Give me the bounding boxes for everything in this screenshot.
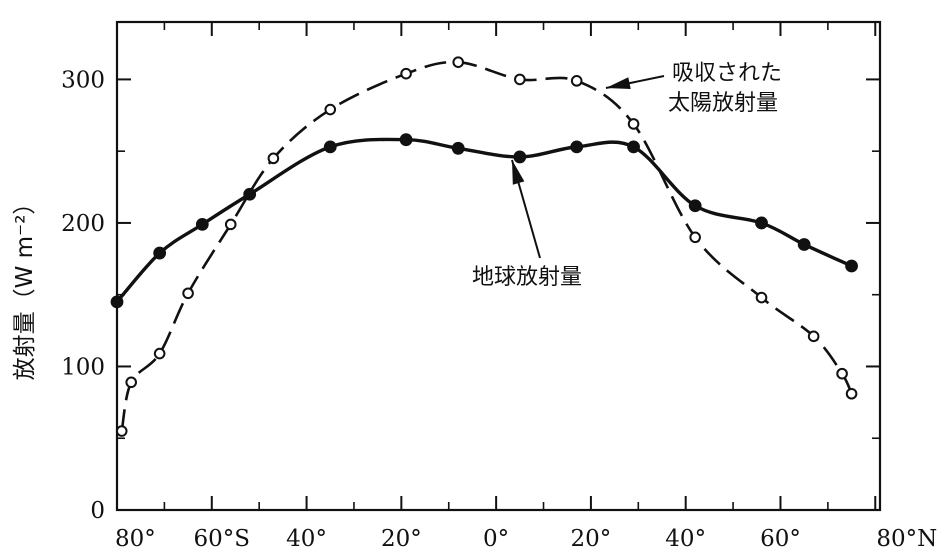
annotation-solar-arrow-head bbox=[606, 77, 631, 90]
data-point-series-0 bbox=[182, 287, 194, 300]
x-tick-label: 20° bbox=[381, 526, 422, 552]
data-point-series-0 bbox=[153, 347, 166, 360]
data-point-series-1 bbox=[845, 259, 858, 273]
data-point-series-1 bbox=[755, 216, 768, 230]
x-tick-label: 0° bbox=[483, 526, 509, 552]
plot-frame bbox=[115, 20, 882, 512]
x-tick-label: 20° bbox=[571, 526, 612, 552]
x-tick-label: 60°S bbox=[194, 526, 251, 552]
data-point-series-0 bbox=[267, 152, 280, 165]
data-point-series-0 bbox=[324, 103, 337, 116]
y-tick-label: 100 bbox=[61, 354, 105, 380]
data-point-series-1 bbox=[451, 141, 465, 155]
data-point-series-1 bbox=[797, 238, 811, 251]
annotation-solar-line-2: 太陽放射量 bbox=[668, 91, 778, 116]
data-point-series-0 bbox=[115, 425, 128, 437]
data-point-series-0 bbox=[627, 118, 640, 130]
data-point-series-0 bbox=[836, 367, 848, 380]
x-tick-label: 40° bbox=[286, 526, 327, 552]
data-point-series-0 bbox=[570, 75, 583, 87]
data-point-series-0 bbox=[125, 376, 138, 389]
data-point-series-1 bbox=[570, 140, 584, 154]
annotation-solar-line-1: 吸収された bbox=[672, 61, 782, 86]
data-point-series-1 bbox=[153, 246, 167, 260]
data-point-series-0 bbox=[400, 67, 412, 80]
y-axis-title: 放射量（W m⁻²） bbox=[12, 192, 38, 381]
data-point-series-1 bbox=[243, 187, 257, 201]
data-point-series-1 bbox=[513, 150, 527, 164]
data-point-series-1 bbox=[399, 133, 413, 147]
data-point-series-0 bbox=[845, 387, 858, 400]
data-point-series-1 bbox=[323, 140, 337, 154]
data-point-series-0 bbox=[452, 56, 465, 68]
x-tick-label: 80°N bbox=[876, 526, 937, 552]
data-point-series-0 bbox=[224, 218, 237, 231]
axes: 0 100 200 300 80° 60°S 40° 20° 0° 20° 40° 60° 80°N 放射… bbox=[12, 20, 937, 552]
data-point-series-0 bbox=[514, 73, 526, 86]
series-line-0 bbox=[120, 60, 853, 432]
data-point-series-0 bbox=[807, 330, 820, 343]
annotation-terrestrial-arrow-head bbox=[512, 160, 525, 185]
x-tick-label: 60° bbox=[760, 526, 801, 552]
data-point-series-1 bbox=[688, 199, 702, 213]
series-layer bbox=[110, 56, 858, 437]
annotation-terrestrial: 地球放射量 bbox=[472, 265, 582, 290]
x-tick-label: 40° bbox=[665, 526, 706, 552]
data-point-series-0 bbox=[755, 291, 768, 304]
x-tick-label: 80° bbox=[115, 526, 156, 552]
y-tick-label: 300 bbox=[61, 67, 105, 93]
y-tick-label: 200 bbox=[61, 211, 105, 237]
data-point-series-1 bbox=[110, 295, 124, 309]
data-point-series-0 bbox=[689, 231, 701, 244]
y-tick-label: 0 bbox=[90, 498, 105, 524]
data-point-series-1 bbox=[627, 140, 640, 154]
data-point-series-1 bbox=[195, 217, 209, 231]
